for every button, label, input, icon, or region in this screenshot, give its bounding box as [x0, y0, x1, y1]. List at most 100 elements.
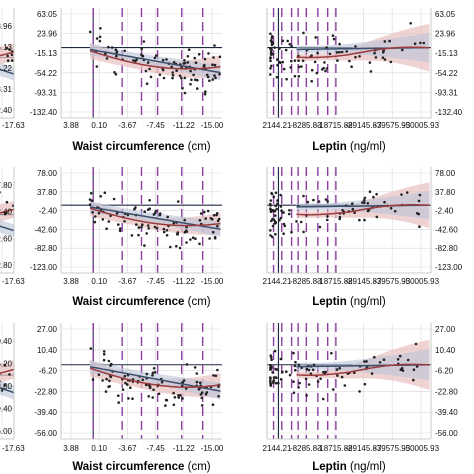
- data-point: [8, 48, 11, 51]
- data-point: [274, 367, 278, 371]
- data-point: [148, 207, 151, 210]
- data-point: [363, 196, 367, 200]
- x-axis-title-unit: (ng/ml): [347, 296, 386, 308]
- data-point: [270, 366, 273, 369]
- data-point: [269, 210, 273, 213]
- data-point: [276, 199, 279, 202]
- data-point: [213, 74, 216, 77]
- data-point: [0, 389, 4, 392]
- data-point: [285, 370, 288, 374]
- data-point: [343, 384, 347, 387]
- data-point: [375, 192, 378, 196]
- data-point: [121, 388, 125, 391]
- data-point: [183, 218, 186, 222]
- data-point: [107, 45, 110, 49]
- data-point: [189, 82, 192, 86]
- x-axis-title-name: Leptin: [312, 461, 347, 473]
- data-point: [98, 39, 102, 43]
- data-point: [321, 68, 324, 71]
- x-tick-label: 2144.21: [263, 277, 292, 286]
- data-point: [398, 354, 402, 358]
- data-point: [269, 364, 272, 367]
- data-point: [126, 383, 129, 386]
- data-point: [203, 92, 207, 96]
- data-point: [186, 61, 190, 64]
- data-point: [288, 373, 292, 377]
- data-point: [206, 75, 210, 79]
- data-point: [307, 383, 311, 386]
- data-point: [6, 54, 9, 58]
- linear-fit-line: [0, 225, 14, 232]
- data-point: [292, 351, 295, 355]
- data-point: [269, 73, 272, 76]
- spline-fit-line: [0, 51, 14, 57]
- data-point: [279, 357, 283, 361]
- y-tick-label: -56.00: [0, 427, 13, 436]
- spline-fit-line: [89, 49, 221, 70]
- data-point: [269, 379, 272, 382]
- x-axis-title-unit: (ng/ml): [347, 141, 386, 153]
- x-tick-label: -7.45: [146, 121, 165, 130]
- data-point: [12, 204, 14, 207]
- data-point: [278, 218, 281, 222]
- data-point: [369, 70, 373, 73]
- data-point: [137, 233, 140, 237]
- data-point: [270, 219, 273, 223]
- data-point: [323, 61, 326, 64]
- data-point: [280, 209, 283, 213]
- data-point: [212, 374, 215, 377]
- data-point: [204, 217, 207, 220]
- data-point: [399, 368, 403, 372]
- data-point: [127, 397, 130, 400]
- y-tick-label: 37.80: [0, 181, 13, 190]
- data-point: [147, 227, 150, 230]
- data-point: [345, 50, 349, 53]
- data-point: [340, 50, 344, 54]
- x-tick-label: -15.00: [201, 444, 224, 453]
- data-point: [282, 211, 285, 214]
- data-point: [294, 360, 297, 364]
- plot-area: [61, 8, 222, 118]
- data-point: [153, 371, 157, 374]
- data-point: [199, 212, 203, 215]
- data-point: [338, 50, 341, 54]
- data-point: [273, 209, 277, 213]
- x-tick-label: -50005.93: [403, 277, 440, 286]
- data-point: [316, 380, 320, 383]
- data-point: [348, 59, 351, 63]
- data-point: [141, 223, 144, 226]
- y-tick-label: 78.00: [37, 169, 58, 178]
- plot-area: [267, 323, 431, 439]
- x-axis-title-unit: (ng/ml): [347, 461, 386, 473]
- data-point: [101, 218, 105, 221]
- data-point: [153, 225, 157, 229]
- data-point: [331, 34, 335, 37]
- data-point: [272, 195, 276, 199]
- y-tick-label: -93.31: [435, 88, 458, 97]
- data-point: [102, 358, 106, 362]
- data-point: [186, 55, 190, 58]
- x-tick-label: -39575.93: [374, 444, 411, 453]
- data-point: [326, 218, 329, 222]
- x-tick-label: -8285.83: [290, 444, 322, 453]
- data-point: [289, 66, 293, 69]
- data-point: [155, 54, 158, 57]
- x-axis-title: Leptin (ng/ml): [312, 296, 386, 308]
- data-point: [107, 220, 111, 223]
- data-point: [145, 372, 149, 376]
- data-point: [269, 39, 273, 42]
- data-point: [378, 361, 382, 364]
- data-point: [162, 76, 166, 80]
- y-tick-label: 63.05: [37, 10, 58, 19]
- data-point: [292, 391, 296, 395]
- data-point: [145, 82, 149, 85]
- data-point: [415, 365, 419, 368]
- data-point: [354, 55, 357, 59]
- data-point: [135, 223, 138, 226]
- data-point: [158, 213, 162, 217]
- data-point: [270, 35, 274, 38]
- data-point: [363, 198, 366, 202]
- x-tick-label: -29145.87: [345, 444, 382, 453]
- data-point: [200, 391, 204, 394]
- data-point: [272, 376, 276, 379]
